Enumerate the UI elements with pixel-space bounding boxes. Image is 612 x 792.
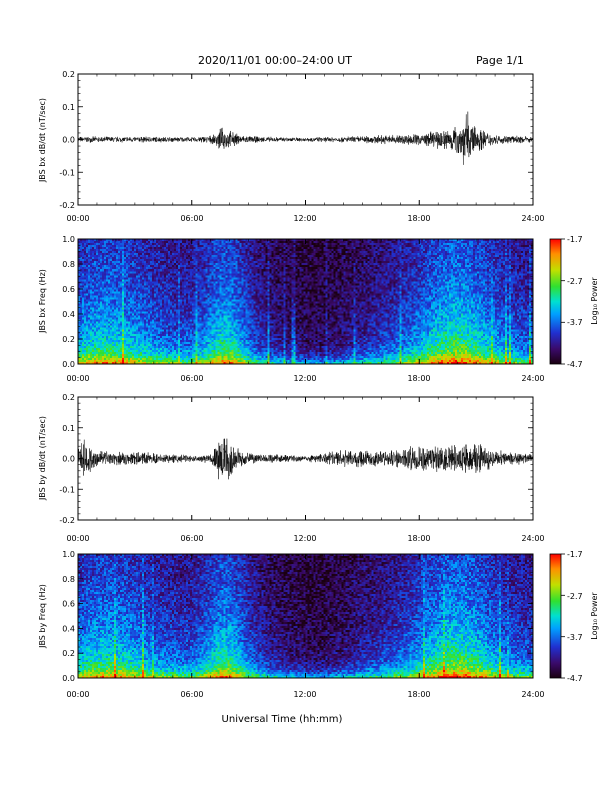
panel-by-dbdt: 0.20.10.0-0.1-0.2 JBS by dB/dt (nT/sec) …	[38, 393, 545, 543]
y-tick-label: 0.8	[62, 260, 75, 269]
y-tick-label: 0.2	[62, 393, 75, 402]
y-tick-label: -0.2	[59, 201, 75, 210]
y-tick-label: 0.8	[62, 575, 75, 584]
y-tick-label: 0.0	[62, 360, 75, 369]
x-tick-labels: 00:00 06:00 12:00 18:00 24:00	[66, 374, 544, 383]
x-tick-label: 06:00	[180, 374, 203, 383]
x-tick-label: 24:00	[521, 534, 544, 543]
x-tick-label: 18:00	[407, 690, 430, 699]
y-tick-label: 0.6	[62, 285, 75, 294]
x-tick-label: 12:00	[293, 374, 316, 383]
x-tick-label: 00:00	[66, 374, 89, 383]
colorbar-label: Log₁₀ Power	[590, 277, 599, 325]
y-tick-label: 0.1	[62, 103, 75, 112]
y-tick-label: -0.2	[59, 516, 75, 525]
x-tick-label: 00:00	[66, 214, 89, 223]
x-tick-label: 18:00	[407, 214, 430, 223]
by-spectrogram	[78, 554, 533, 678]
y-ticks: 1.0 0.8 0.6 0.4 0.2 0.0	[62, 235, 534, 369]
colorbar-gradient	[549, 238, 562, 365]
x-tick-label: 06:00	[180, 534, 203, 543]
y-axis-label: JBS bx Freq (Hz)	[38, 269, 47, 334]
x-tick-label: 18:00	[407, 374, 430, 383]
series-line	[77, 111, 534, 165]
y-tick-label: 0.2	[62, 649, 75, 658]
panel-by-spectrogram: 1.0 0.8 0.6 0.4 0.2 0.0 JBS by Freq (Hz) 00:0…	[38, 550, 545, 699]
y-ticks: 0.2 0.1 0.0 -0.1 -0.2	[59, 393, 534, 525]
colorbar-tick-label: -3.7	[567, 633, 583, 642]
colorbar-2: -1.7 -2.7 -3.7 -4.7 Log₁₀ Power	[549, 550, 599, 683]
x-tick-label: 18:00	[407, 534, 430, 543]
colorbar-1: -1.7 -2.7 -3.7 -4.7 Log₁₀ Power	[549, 235, 599, 369]
panel-bx-dbdt: 0.20.10.0-0.1-0.2 JBS bx dB/dt (nT/sec) …	[38, 70, 545, 223]
colorbar-tick-label: -1.7	[567, 550, 583, 559]
y-tick-label: 0.2	[62, 70, 75, 79]
y-axis-label: JBS bx dB/dt (nT/sec)	[38, 98, 47, 183]
colorbar-tick-label: -2.7	[567, 592, 583, 601]
y-tick-label: -0.1	[59, 485, 75, 494]
x-tick-labels: 00:00 06:00 12:00 18:00 24:00	[66, 214, 544, 223]
x-tick-label: 12:00	[293, 534, 316, 543]
colorbar-gradient	[549, 553, 562, 679]
colorbar-tick-label: -1.7	[567, 235, 583, 244]
spectrogram-image	[78, 554, 533, 678]
y-ticks: 0.2 0.1 0.0 -0.1 -0.2	[59, 70, 534, 210]
y-tick-label: 0.0	[62, 136, 75, 145]
y-axis-label: JBS by Freq (Hz)	[38, 584, 47, 649]
x-tick-label: 12:00	[293, 214, 316, 223]
x-tick-label: 06:00	[180, 690, 203, 699]
series-line	[77, 438, 534, 480]
colorbar-tick-label: -4.7	[567, 674, 583, 683]
colorbar-ticks: -1.7 -2.7 -3.7 -4.7	[561, 235, 583, 369]
colorbar-tick-label: -3.7	[567, 318, 583, 327]
y-tick-label: 0.1	[62, 424, 75, 433]
x-tick-labels: 00:00 06:00 12:00 18:00 24:00	[66, 534, 544, 543]
x-tick-label: 00:00	[66, 534, 89, 543]
panel-bx-spectrogram: 1.0 0.8 0.6 0.4 0.2 0.0 JBS bx Freq (Hz) 00:0…	[38, 235, 545, 383]
colorbar-tick-label: -4.7	[567, 360, 583, 369]
colorbar-label: Log₁₀ Power	[590, 592, 599, 640]
y-tick-label: 0.6	[62, 600, 75, 609]
x-axis-label: Universal Time (hh:mm)	[222, 714, 343, 725]
spectrogram-image	[78, 239, 533, 364]
y-tick-label: -0.1	[59, 168, 75, 177]
y-tick-label: 0.0	[62, 455, 75, 464]
y-ticks: 1.0 0.8 0.6 0.4 0.2 0.0	[62, 550, 534, 683]
y-tick-label: 1.0	[62, 235, 75, 244]
y-tick-label: 0.4	[62, 310, 75, 319]
bx-dbdt-trace	[77, 111, 534, 165]
x-tick-labels: 00:00 06:00 12:00 18:00 24:00	[66, 690, 544, 699]
bx-spectrogram	[78, 239, 533, 364]
colorbar-ticks: -1.7 -2.7 -3.7 -4.7	[561, 550, 583, 683]
colorbar-tick-label: -2.7	[567, 277, 583, 286]
y-axis-label: JBS by dB/dt (nT/sec)	[38, 416, 47, 501]
y-tick-label: 0.0	[62, 674, 75, 683]
x-tick-label: 00:00	[66, 690, 89, 699]
x-tick-label: 24:00	[521, 690, 544, 699]
x-tick-label: 24:00	[521, 214, 544, 223]
by-dbdt-trace	[77, 438, 534, 480]
x-tick-label: 24:00	[521, 374, 544, 383]
x-tick-label: 06:00	[180, 214, 203, 223]
page-number: Page 1/1	[476, 54, 524, 67]
y-tick-label: 0.2	[62, 335, 75, 344]
y-tick-label: 1.0	[62, 550, 75, 559]
figure-title: 2020/11/01 00:00–24:00 UT	[198, 54, 352, 67]
x-tick-label: 12:00	[293, 690, 316, 699]
y-tick-label: 0.4	[62, 624, 75, 633]
